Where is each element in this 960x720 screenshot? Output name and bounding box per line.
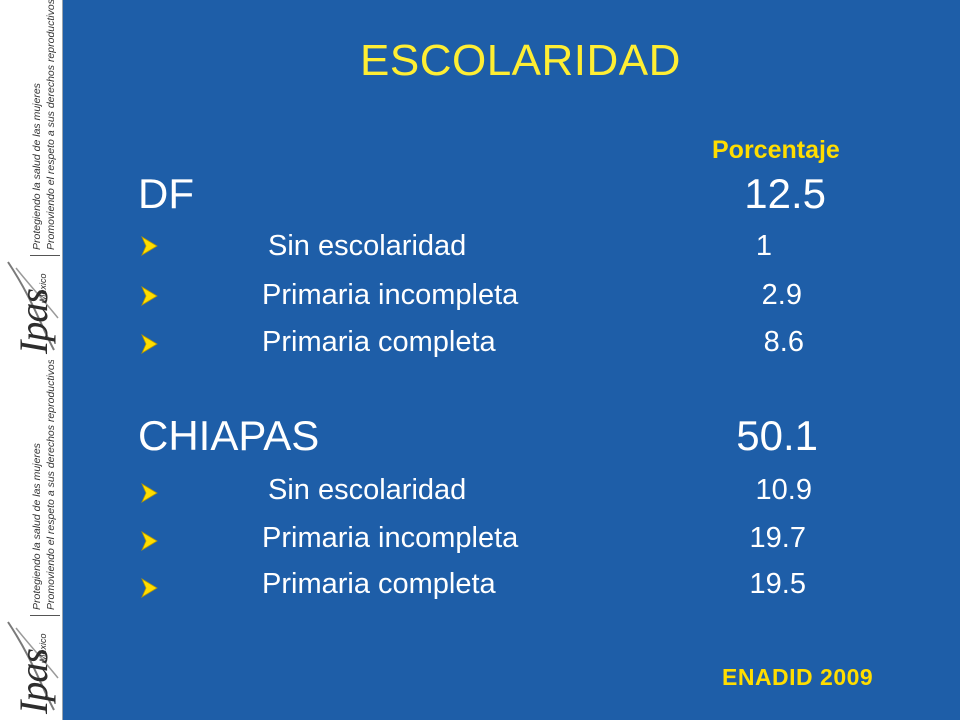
list-item-label: Sin escolaridad [268, 474, 467, 506]
branding-rotated: Ipas México Protegiendo la salud de las … [0, 0, 62, 360]
tagline-line-2: Promoviendo el respeto a sus derechos re… [45, 360, 57, 610]
logo-subtitle: México [38, 633, 48, 662]
slide-title: ESCOLARIDAD [360, 36, 681, 85]
region-name: CHIAPAS [138, 412, 320, 459]
list-item-label: Primaria incompleta [262, 522, 519, 554]
list-item-value: 19.7 [749, 522, 806, 554]
logo-wordmark: Ipas [11, 649, 56, 714]
list-item-label: Primaria completa [262, 326, 496, 358]
ipas-logo-icon [7, 261, 59, 351]
arrow-bullet-icon [141, 286, 158, 306]
list-item-label: Sin escolaridad [268, 230, 467, 262]
ipas-logo-icon [7, 621, 59, 711]
region-value: 50.1 [736, 412, 818, 459]
tagline-line-1: Protegiendo la salud de las mujeres [31, 443, 43, 610]
logo-wordmark: Ipas [11, 289, 56, 354]
logo-subtitle: México [38, 273, 48, 302]
tagline-divider [30, 255, 60, 256]
branding-block-top: Ipas México Protegiendo la salud de las … [0, 0, 62, 360]
list-item-value: 10.9 [755, 474, 812, 506]
arrow-bullet-icon [141, 483, 158, 503]
column-header: Porcentaje [712, 136, 840, 164]
list-item-value: 1 [755, 230, 772, 262]
arrow-bullet-icon [141, 531, 158, 551]
source-note: ENADID 2009 [722, 664, 874, 690]
list-item-label: Primaria completa [262, 568, 496, 600]
tagline-line-2: Promoviendo el respeto a sus derechos re… [45, 0, 57, 250]
list-item-label: Primaria incompleta [262, 279, 519, 311]
branding-rotated: Ipas México Protegiendo la salud de las … [0, 360, 62, 720]
arrow-bullet-icon [141, 236, 158, 256]
list-item-value: 2.9 [761, 279, 802, 311]
list-item-value: 19.5 [749, 568, 806, 600]
arrow-bullet-icon [141, 578, 158, 598]
branding-sidebar: Ipas México Protegiendo la salud de las … [0, 0, 63, 720]
branding-block-bottom: Ipas México Protegiendo la salud de las … [0, 360, 62, 720]
tagline-line-1: Protegiendo la salud de las mujeres [31, 83, 43, 250]
list-item-value: 8.6 [763, 326, 804, 358]
tagline-divider [30, 615, 60, 616]
region-value: 12.5 [744, 170, 826, 217]
arrow-bullet-icon [141, 334, 158, 354]
region-name: DF [138, 170, 194, 217]
